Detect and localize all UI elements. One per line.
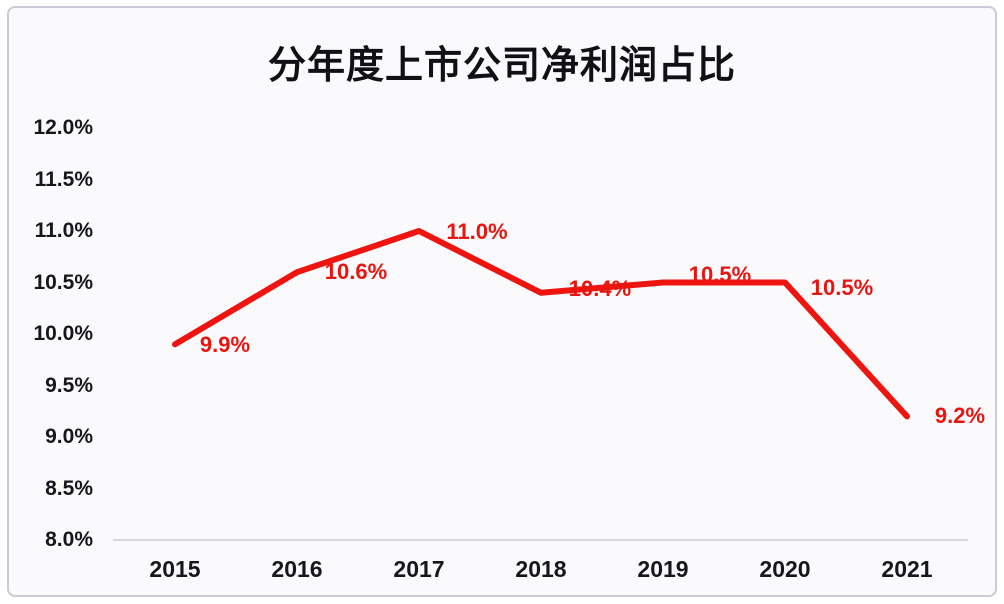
data-point-label: 9.9% [199, 332, 251, 358]
x-tick-label: 2018 [515, 556, 567, 582]
chart-title: 分年度上市公司净利润占比 [267, 45, 736, 87]
data-point-label: 10.5% [688, 261, 752, 287]
data-point-label: 10.5% [810, 274, 874, 300]
y-tick-label: 10.0% [33, 322, 93, 345]
y-tick-label: 9.5% [45, 373, 93, 397]
x-tick-label: 2017 [393, 556, 445, 582]
x-tick-label: 2021 [881, 556, 933, 582]
y-tick-label: 8.0% [45, 528, 93, 551]
chart-panel [7, 6, 997, 597]
data-point-label: 10.4% [568, 275, 632, 301]
y-tick-label: 11.0% [34, 219, 93, 242]
y-tick-label: 9.0% [45, 425, 93, 448]
data-point-label: 11.0% [446, 219, 508, 244]
x-tick-label: 2019 [637, 556, 689, 582]
data-point-label: 9.2% [934, 403, 986, 429]
data-point-label: 10.6% [324, 259, 388, 285]
y-tick-label: 8.5% [45, 476, 93, 500]
y-tick-label: 12.0% [33, 116, 93, 139]
x-axis-line [113, 539, 968, 541]
x-tick-label: 2016 [271, 556, 323, 582]
x-tick-label: 2020 [759, 556, 811, 582]
x-tick-label: 2015 [149, 556, 201, 582]
y-tick-label: 10.5% [33, 270, 93, 294]
y-tick-label: 11.5% [34, 167, 93, 191]
